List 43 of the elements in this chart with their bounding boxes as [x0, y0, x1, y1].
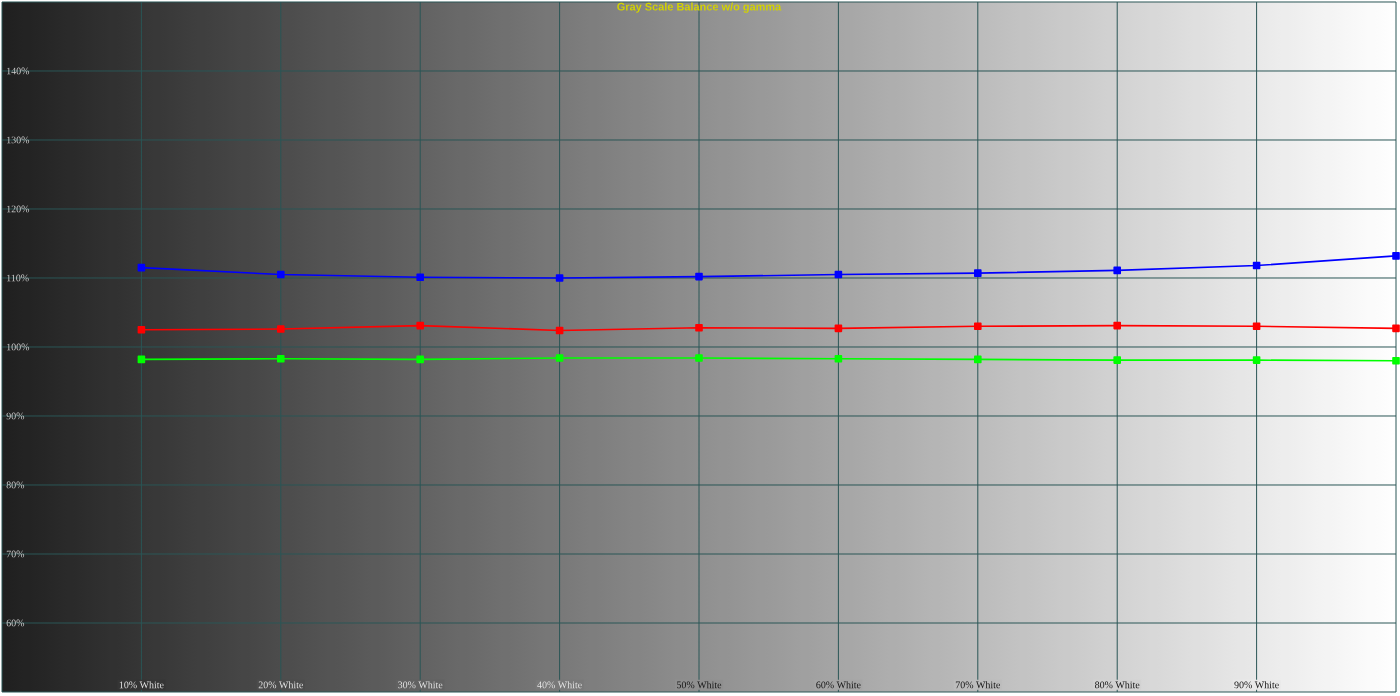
y-tick-label: 70% — [6, 550, 25, 558]
point — [555, 274, 564, 282]
point — [1392, 252, 1400, 260]
point — [277, 270, 285, 279]
point — [974, 355, 982, 364]
point — [974, 269, 982, 277]
x-tick-label: 40% White — [537, 681, 582, 689]
point — [695, 354, 703, 362]
point — [555, 354, 564, 362]
point — [695, 272, 703, 281]
point — [1392, 357, 1400, 365]
y-tick-label: 140% — [7, 67, 30, 75]
y-tick-label: 110% — [7, 274, 29, 282]
x-tick-label: 80% White — [1095, 681, 1140, 689]
x-tick-label: 10% White — [119, 681, 164, 689]
y-tick-label: 90% — [6, 412, 25, 420]
point — [695, 323, 703, 332]
y-tick-label: 130% — [7, 136, 30, 144]
point — [1113, 356, 1121, 364]
point — [1392, 324, 1400, 333]
x-tick-label: 20% White — [258, 681, 303, 689]
y-tick-label: 60% — [6, 619, 25, 627]
point — [974, 322, 982, 331]
point — [1113, 321, 1121, 330]
point — [416, 355, 424, 364]
y-tick-label: 120% — [7, 205, 30, 213]
point — [416, 321, 424, 330]
point — [137, 325, 146, 334]
point — [834, 354, 843, 363]
point — [277, 354, 285, 363]
x-tick-label: 90% White — [1234, 681, 1279, 689]
point — [277, 325, 285, 333]
y-tick-label: 100% — [7, 343, 30, 351]
x-tick-label: 60% White — [816, 681, 861, 689]
x-tick-label: 30% White — [398, 681, 443, 689]
point — [1113, 266, 1121, 275]
chart-title: Gray Scale Balance w/o gamma — [617, 2, 782, 13]
point — [416, 273, 424, 282]
x-tick-label: 50% White — [677, 681, 722, 689]
x-tick-label: 70% White — [955, 681, 1000, 689]
point — [1252, 356, 1261, 364]
y-tick-label: 80% — [6, 481, 25, 489]
point — [1252, 322, 1261, 331]
